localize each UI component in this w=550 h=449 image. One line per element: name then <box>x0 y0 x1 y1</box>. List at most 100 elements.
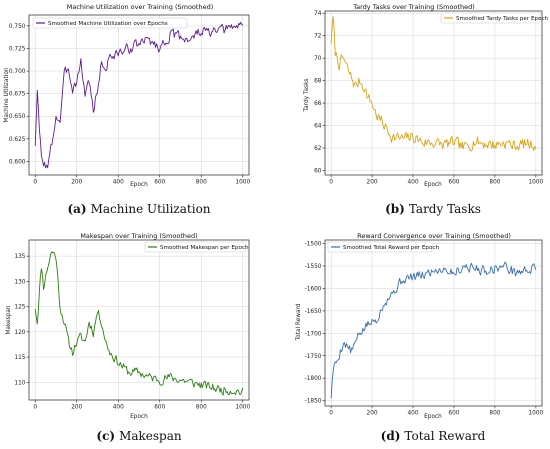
x-tick-label: 600 <box>154 180 165 186</box>
x-tick-label: 400 <box>113 405 124 411</box>
legend-box <box>144 241 247 253</box>
x-tick-label: 200 <box>71 180 82 186</box>
y-tick-label: 110 <box>14 380 25 386</box>
y-tick-label: 120 <box>14 330 25 336</box>
y-tick-label: -1800 <box>305 376 322 382</box>
x-tick-label: 0 <box>329 180 333 186</box>
x-tick-label: 800 <box>196 405 207 411</box>
y-tick-label: 0.625 <box>9 137 26 143</box>
legend-label: Smoothed Total Reward per Epoch <box>343 245 439 251</box>
legend-label: Smoothed Machine Utilization over Epochs <box>48 21 168 27</box>
x-tick-label: 0 <box>33 180 37 186</box>
legend: Smoothed Total Reward per Epoch <box>327 241 439 253</box>
y-tick-label: 0.650 <box>9 114 26 120</box>
y-tick-label: 115 <box>14 355 25 361</box>
y-tick-label: -1550 <box>305 264 322 270</box>
series-line <box>34 251 244 396</box>
y-tick-label: 62 <box>314 146 322 152</box>
caption-text: Total Reward <box>404 429 485 443</box>
y-tick-label: 74 <box>314 11 322 17</box>
x-tick-label: 400 <box>407 180 418 186</box>
caption-label: (b) <box>385 202 405 216</box>
panel-total-reward: Reward Convergence over Training (Smooth… <box>296 232 544 443</box>
gridlines <box>325 11 542 175</box>
x-tick-label: 200 <box>367 411 378 417</box>
plot-frame <box>28 14 250 176</box>
x-tick-label: 600 <box>448 180 459 186</box>
panel-machine-utilization: Machine Utilization over Training (Smoot… <box>4 3 250 216</box>
x-tick-label: 1000 <box>235 405 250 411</box>
legend-box <box>327 241 433 253</box>
y-tick-label: 130 <box>14 279 25 285</box>
x-tick-label: 0 <box>329 411 333 417</box>
x-tick-label: 200 <box>71 405 82 411</box>
x-tick-label: 400 <box>113 180 124 186</box>
series-line <box>34 21 244 169</box>
y-tick-label: 135 <box>14 254 25 260</box>
x-tick-label: 600 <box>154 405 165 411</box>
y-tick-label: -1600 <box>305 286 322 292</box>
legend-box <box>32 17 188 29</box>
y-tick-label: 70 <box>314 56 322 62</box>
gridlines <box>325 240 542 406</box>
y-axis-label: Total Reward <box>296 303 302 341</box>
y-tick-label: 68 <box>314 79 322 85</box>
x-tick-label: 800 <box>489 180 500 186</box>
x-tick-label: 0 <box>33 405 37 411</box>
y-tick-label: -1850 <box>305 399 322 405</box>
legend-box <box>440 12 541 24</box>
y-tick-label: 64 <box>314 124 322 130</box>
series-line <box>330 15 537 152</box>
y-tick-label: -1750 <box>305 354 322 360</box>
chart-title: Tardy Tasks over Training (Smoothed) <box>352 3 475 11</box>
x-axis-label: Epoch <box>130 182 148 188</box>
caption: (c) Makespan <box>96 429 181 443</box>
chart-title: Makespan over Training (Smoothed) <box>80 232 197 240</box>
y-axis-label: Makespan <box>6 305 12 335</box>
legend-label: Smoothed Tardy Tasks per Epoch <box>456 16 549 22</box>
x-tick-label: 400 <box>407 411 418 417</box>
legend-label: Smoothed Makespan per Epoch <box>160 245 249 251</box>
caption: (a) Machine Utilization <box>67 202 210 216</box>
gridlines <box>29 240 249 400</box>
y-axis-label: Machine Utilization <box>4 67 10 122</box>
y-tick-label: 72 <box>314 34 322 40</box>
y-tick-label: 0.700 <box>9 69 26 75</box>
y-tick-label: -1650 <box>305 309 322 315</box>
plot-frame <box>324 239 543 407</box>
caption: (d) Total Reward <box>381 429 486 443</box>
caption-text: Machine Utilization <box>91 202 211 216</box>
caption-text: Tardy Tasks <box>409 202 481 216</box>
caption-label: (a) <box>67 202 86 216</box>
caption-label: (d) <box>381 429 401 443</box>
chart-title: Machine Utilization over Training (Smoot… <box>67 3 213 11</box>
y-tick-label: 66 <box>314 101 322 107</box>
plot-frame <box>324 10 543 176</box>
x-tick-label: 800 <box>489 411 500 417</box>
x-tick-label: 600 <box>448 411 459 417</box>
x-tick-label: 1000 <box>235 180 250 186</box>
caption-text: Makespan <box>119 429 182 443</box>
caption-label: (c) <box>96 429 115 443</box>
y-tick-label: 125 <box>14 305 25 311</box>
legend: Smoothed Tardy Tasks per Epoch <box>440 12 549 24</box>
y-tick-label: 60 <box>314 169 322 175</box>
y-tick-label: 0.750 <box>9 24 26 30</box>
y-axis-label: Tardy Tasks <box>304 79 310 113</box>
x-axis-label: Epoch <box>424 414 442 420</box>
plot-frame <box>28 239 250 401</box>
y-tick-label: 0.675 <box>9 92 26 98</box>
x-tick-label: 1000 <box>528 411 543 417</box>
series-line <box>330 261 537 399</box>
panel-makespan: Makespan over Training (Smoothed) Epoch … <box>6 232 250 443</box>
panel-tardy-tasks: Tardy Tasks over Training (Smoothed) Epo… <box>304 3 549 216</box>
x-tick-label: 800 <box>196 180 207 186</box>
x-tick-label: 1000 <box>528 180 543 186</box>
x-tick-label: 200 <box>367 180 378 186</box>
legend: Smoothed Machine Utilization over Epochs <box>32 17 188 29</box>
y-tick-label: -1700 <box>305 331 322 337</box>
y-tick-label: -1500 <box>305 242 322 248</box>
x-axis-label: Epoch <box>424 182 442 188</box>
y-tick-label: 0.725 <box>9 46 26 52</box>
